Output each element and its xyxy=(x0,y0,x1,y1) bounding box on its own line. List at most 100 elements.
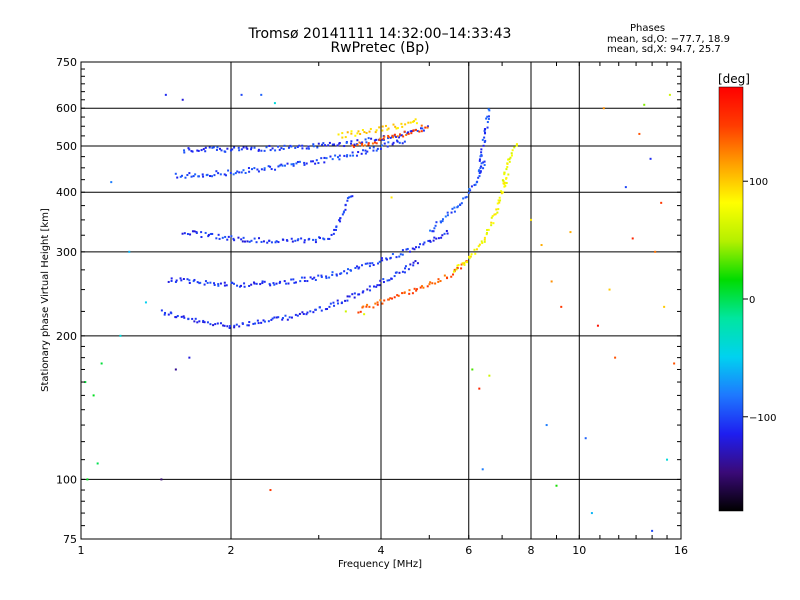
data-point xyxy=(290,145,293,148)
data-point xyxy=(273,283,276,286)
data-point xyxy=(219,322,222,325)
data-point xyxy=(345,141,348,144)
data-point xyxy=(375,285,378,288)
data-point xyxy=(301,144,304,147)
data-point xyxy=(433,236,436,239)
data-point xyxy=(407,121,410,124)
data-point xyxy=(404,265,407,268)
data-point xyxy=(663,305,666,308)
data-point xyxy=(426,126,429,129)
data-point xyxy=(223,173,226,176)
data-point xyxy=(486,228,489,231)
data-point xyxy=(359,142,362,145)
data-point xyxy=(253,167,256,170)
data-point xyxy=(322,237,325,240)
data-point xyxy=(413,248,416,251)
data-point xyxy=(346,299,349,302)
data-point xyxy=(305,313,308,316)
data-point xyxy=(202,320,205,323)
data-point xyxy=(487,228,490,231)
data-point xyxy=(176,314,179,317)
data-point xyxy=(446,277,449,280)
data-point xyxy=(303,276,306,279)
data-point xyxy=(365,131,368,134)
data-point xyxy=(465,260,468,263)
data-point xyxy=(350,130,353,133)
data-point xyxy=(361,141,364,144)
data-point xyxy=(355,154,358,157)
data-point xyxy=(344,136,347,139)
data-point xyxy=(253,237,256,240)
data-point xyxy=(213,174,216,177)
data-point xyxy=(428,283,431,286)
data-point xyxy=(584,437,587,440)
data-point xyxy=(286,162,289,165)
data-point xyxy=(343,154,346,157)
data-point xyxy=(505,176,508,179)
data-point xyxy=(246,240,249,243)
data-point xyxy=(596,324,599,327)
data-point xyxy=(413,120,416,123)
data-point xyxy=(372,285,375,288)
data-point xyxy=(320,276,323,279)
data-point xyxy=(290,163,293,166)
data-point xyxy=(348,196,351,199)
data-point xyxy=(354,266,357,269)
data-point xyxy=(273,316,276,319)
data-point xyxy=(408,292,411,295)
data-point xyxy=(389,136,392,139)
data-point xyxy=(378,260,381,263)
data-point xyxy=(312,311,315,314)
y-tick-label: 400 xyxy=(56,186,77,199)
data-point xyxy=(367,143,370,146)
data-point xyxy=(420,285,423,288)
data-point xyxy=(469,255,472,258)
data-point xyxy=(403,140,406,143)
data-point xyxy=(487,108,490,111)
data-point xyxy=(248,321,251,324)
data-point xyxy=(226,238,229,241)
data-point xyxy=(483,129,486,132)
data-point xyxy=(401,253,404,256)
data-point xyxy=(306,280,309,283)
data-point xyxy=(624,186,627,189)
data-point xyxy=(411,292,414,295)
data-point xyxy=(462,197,465,200)
data-point xyxy=(456,267,459,270)
data-point xyxy=(379,279,382,282)
data-point xyxy=(257,170,260,173)
y-tick-label: 75 xyxy=(63,533,77,546)
data-point xyxy=(307,147,310,150)
data-point xyxy=(432,239,435,242)
data-point xyxy=(229,325,232,328)
data-point xyxy=(395,135,398,138)
data-point xyxy=(376,147,379,150)
data-point xyxy=(303,239,306,242)
data-point xyxy=(487,115,490,118)
data-point xyxy=(219,282,222,285)
data-point xyxy=(441,234,444,237)
data-point xyxy=(199,281,202,284)
data-point xyxy=(337,156,340,159)
data-point xyxy=(560,305,563,308)
data-point xyxy=(336,299,339,302)
data-point xyxy=(364,262,367,265)
data-point xyxy=(341,132,344,135)
data-point xyxy=(435,237,438,240)
data-point xyxy=(301,147,304,150)
data-point xyxy=(416,129,419,132)
data-point xyxy=(267,165,270,168)
data-point xyxy=(201,173,204,176)
data-point xyxy=(439,280,442,283)
data-point xyxy=(248,170,251,173)
data-point xyxy=(350,140,353,143)
data-point xyxy=(362,305,365,308)
data-point xyxy=(328,305,331,308)
data-point xyxy=(389,256,392,259)
data-point xyxy=(194,317,197,320)
data-point xyxy=(446,211,449,214)
data-point xyxy=(372,149,375,152)
data-point xyxy=(649,157,652,160)
data-point xyxy=(257,149,260,152)
data-point xyxy=(452,273,455,276)
